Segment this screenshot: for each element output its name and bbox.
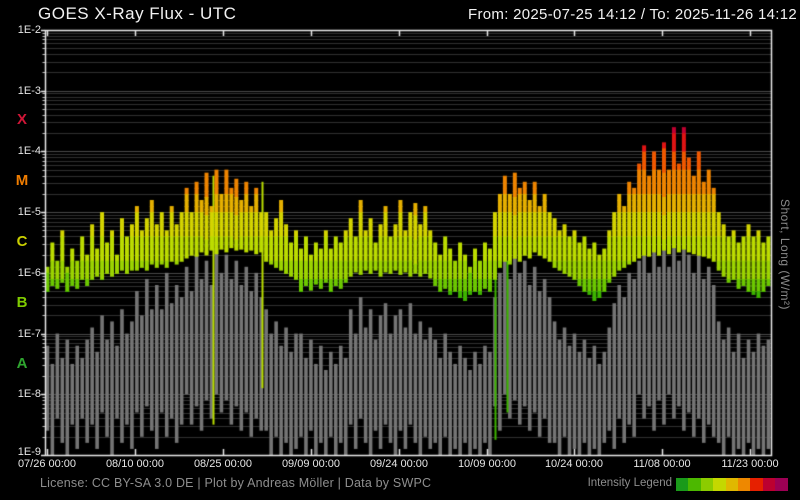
right-axis-label: Short, Long (W/m²) — [778, 199, 792, 311]
x-tick-label: 10/09 00:00 — [457, 458, 517, 470]
x-tick-label: 11/23 00:00 — [721, 458, 779, 470]
legend-color-swatch — [775, 478, 788, 491]
y-tick-label: 1E-7 — [17, 328, 41, 340]
y-tick-label: 1E-5 — [17, 206, 41, 218]
legend-color-swatch — [725, 478, 738, 491]
page-title: GOES X-Ray Flux - UTC — [38, 4, 237, 23]
legend-color-swatch — [737, 478, 751, 491]
license-credit-text: License: CC BY-SA 3.0 DE | Plot by Andre… — [40, 476, 432, 490]
x-tick-label: 10/24 00:00 — [544, 458, 604, 470]
y-tick-label: 1E-2 — [17, 24, 41, 36]
flare-class-m-label: M — [15, 172, 29, 189]
x-tick-label: 08/25 00:00 — [193, 458, 253, 470]
x-tick-label: 09/24 00:00 — [369, 458, 429, 470]
y-tick-label: 1E-8 — [17, 388, 41, 400]
x-tick-label: 07/26 00:00 — [17, 458, 77, 470]
intensity-legend-label: Intensity Legend — [587, 477, 672, 489]
legend-color-swatch — [762, 478, 776, 491]
legend-color-swatch — [676, 478, 689, 491]
intensity-legend-colorbar — [676, 478, 788, 491]
flare-class-a-label: A — [16, 355, 28, 372]
date-range-label: From: 2025-07-25 14:12 / To: 2025-11-26 … — [468, 6, 797, 23]
legend-color-swatch — [688, 478, 701, 491]
y-tick-label: 1E-3 — [17, 85, 41, 97]
legend-color-swatch — [713, 478, 726, 491]
legend-color-swatch — [700, 478, 714, 491]
x-tick-label: 09/09 00:00 — [281, 458, 341, 470]
flare-class-c-label: C — [16, 233, 28, 250]
x-tick-label: 08/10 00:00 — [105, 458, 165, 470]
legend-color-swatch — [750, 478, 763, 491]
y-tick-label: 1E-6 — [17, 267, 41, 279]
x-tick-label: 11/08 00:00 — [633, 458, 691, 470]
y-tick-label: 1E-4 — [17, 145, 41, 157]
y-tick-label: 1E-9 — [17, 446, 41, 458]
flare-class-x-label: X — [16, 111, 27, 128]
flare-class-b-label: B — [16, 294, 28, 311]
